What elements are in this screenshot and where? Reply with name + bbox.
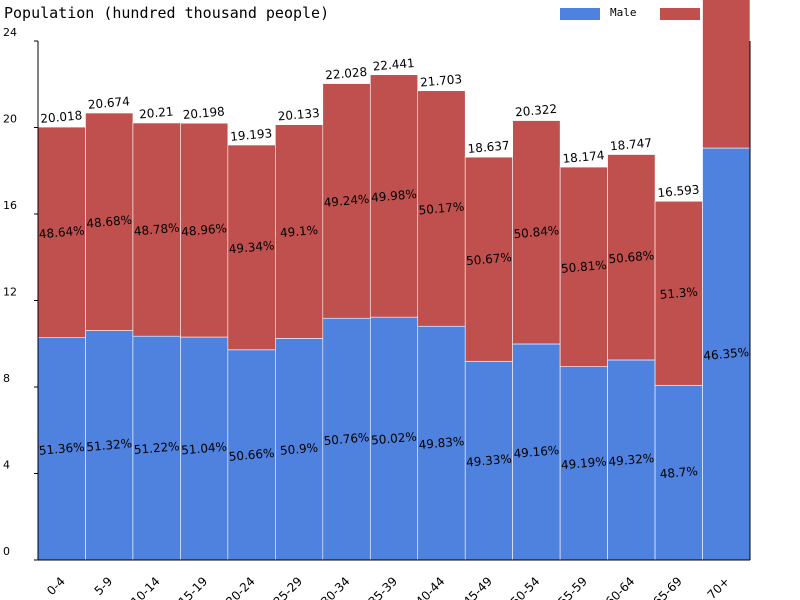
x-tick-label: 40-44: [413, 574, 448, 600]
total-label: 20.21: [139, 105, 174, 122]
share-label: 51.04%: [181, 440, 228, 458]
x-tick-label: 0-4: [44, 574, 68, 598]
x-tick-label: 5-9: [92, 574, 116, 598]
x-tick-label: 10-14: [128, 574, 163, 600]
bar-segment: [322, 83, 371, 319]
total-label: 18.174: [562, 148, 605, 166]
bar-segment: [37, 126, 86, 338]
bar-segment: [275, 124, 324, 339]
share-label: 50.66%: [228, 446, 275, 464]
total-label: 20.674: [87, 94, 130, 112]
bar-segment: [369, 74, 419, 318]
y-tick-label: 12: [3, 286, 17, 299]
share-label: 50.84%: [513, 223, 560, 241]
total-label: 18.747: [609, 136, 652, 154]
legend-swatch: [560, 8, 600, 20]
x-tick-label: 50-54: [508, 574, 543, 600]
y-tick-label: 0: [3, 545, 10, 558]
bar-segment: [275, 338, 324, 561]
total-label: 16.593: [657, 182, 700, 200]
share-label: 50.17%: [418, 200, 465, 218]
share-label: 49.32%: [608, 451, 655, 469]
y-tick-label: 8: [3, 372, 10, 385]
bar-segment: [464, 156, 513, 362]
share-label: 50.68%: [608, 248, 655, 266]
bar-segment: [512, 120, 561, 345]
share-label: 48.64%: [38, 223, 85, 241]
share-label: 49.98%: [371, 187, 418, 205]
x-tick-label: 45-49: [460, 574, 495, 600]
share-label: 51.3%: [659, 285, 698, 302]
bar-segment: [85, 112, 134, 331]
bar-segment: [559, 366, 608, 561]
total-label: 22.028: [325, 65, 368, 83]
y-tick-label: 4: [3, 459, 10, 472]
bar-segment: [369, 316, 419, 561]
share-label: 51.22%: [133, 439, 180, 457]
bar-segment: [132, 335, 181, 561]
x-tick-label: 70+: [705, 574, 733, 600]
share-label: 50.9%: [279, 441, 318, 458]
legend-label: Male: [610, 6, 637, 19]
share-label: 49.24%: [323, 192, 370, 210]
total-label: 19.193: [230, 126, 273, 144]
share-label: 49.16%: [513, 443, 560, 461]
y-tick-label: 24: [3, 26, 17, 39]
share-label: 48.96%: [181, 221, 228, 239]
share-label: 50.76%: [323, 430, 370, 448]
share-label: 48.7%: [659, 464, 698, 481]
bar-segment: [417, 90, 466, 327]
share-label: 50.67%: [466, 250, 513, 268]
x-tick-label: 15-19: [176, 574, 211, 600]
bar-segment: [180, 336, 229, 561]
total-label: 22.441: [372, 56, 415, 74]
share-label: 50.81%: [560, 258, 607, 276]
bar-segment: [417, 325, 466, 561]
x-tick-label: 65-69: [650, 574, 685, 600]
x-tick-label: 35-39: [366, 574, 401, 600]
bar-segment: [227, 144, 276, 351]
bar-segment: [322, 317, 371, 561]
chart-title: Population (hundred thousand people): [4, 4, 329, 22]
share-label: 49.33%: [466, 452, 513, 470]
x-tick-label: 20-24: [223, 574, 258, 600]
total-label: 20.133: [277, 106, 320, 124]
x-tick-label: 30-34: [318, 574, 353, 600]
share-label: 48.68%: [86, 213, 133, 231]
share-label: 48.78%: [133, 221, 180, 239]
y-tick-label: 16: [3, 199, 17, 212]
total-label: 20.018: [40, 108, 83, 126]
x-tick-label: 25-29: [271, 574, 306, 600]
bar-segment: [702, 147, 751, 561]
share-label: 49.34%: [228, 238, 275, 256]
total-label: 20.198: [182, 104, 225, 122]
y-tick-label: 20: [3, 113, 17, 126]
legend-swatch: [660, 8, 700, 20]
bar-segment: [132, 122, 181, 337]
total-label: 21.703: [420, 72, 463, 90]
bar-segment: [607, 154, 656, 361]
share-label: 49.83%: [418, 434, 465, 452]
bar-segment: [464, 360, 513, 561]
total-label: 20.322: [515, 102, 558, 120]
share-label: 46.35%: [703, 345, 750, 363]
share-label: 51.32%: [86, 436, 133, 454]
x-tick-label: 60-64: [603, 574, 638, 600]
share-label: 49.19%: [560, 454, 607, 472]
share-label: 51.36%: [38, 440, 85, 458]
share-label: 49.1%: [279, 223, 318, 240]
total-label: 18.637: [467, 138, 510, 156]
bar-segment: [607, 359, 656, 561]
bar-segment: [180, 122, 229, 338]
share-label: 50.02%: [371, 430, 418, 448]
x-tick-label: 55-59: [555, 574, 590, 600]
bar-segment: [559, 166, 608, 367]
bar-segment: [702, 0, 751, 149]
